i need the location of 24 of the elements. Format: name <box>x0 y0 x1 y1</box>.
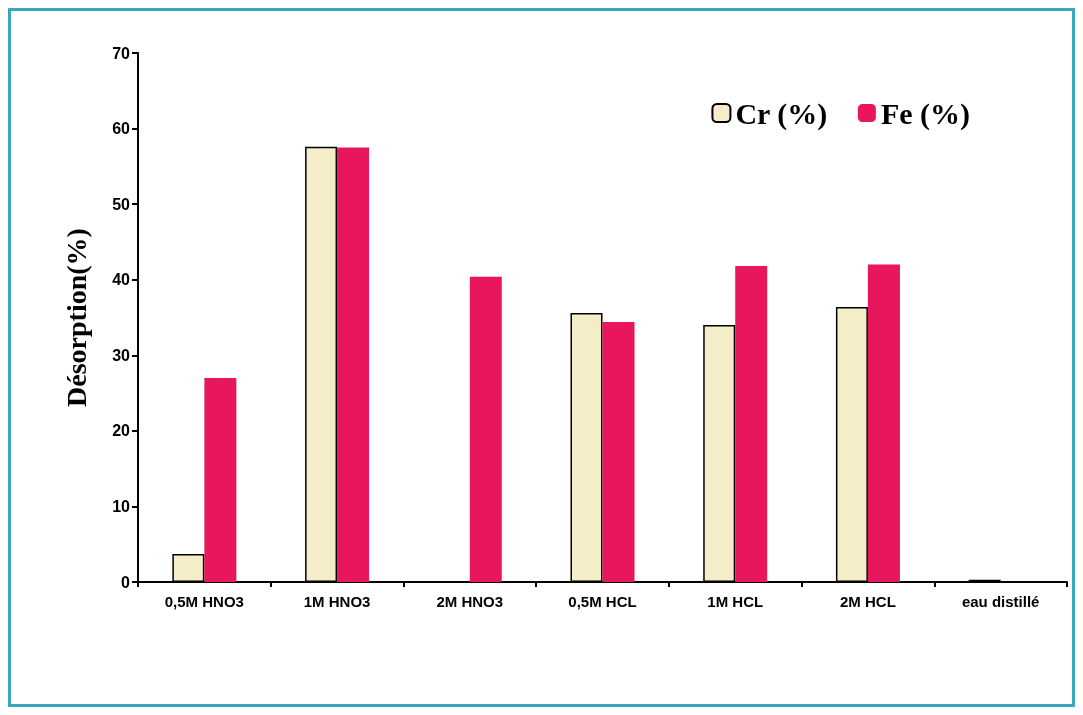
y-tick-label: 10 <box>112 497 131 515</box>
x-tick-label: 1M HNO3 <box>303 593 371 610</box>
bar <box>337 147 370 582</box>
bar <box>602 322 635 582</box>
y-tick-label: 60 <box>112 120 131 138</box>
bar <box>867 264 900 582</box>
bar <box>469 276 502 582</box>
x-tick-label: 2M HCL <box>840 593 896 610</box>
x-tick-label: 0,5M HNO3 <box>164 593 244 610</box>
y-tick-label: 70 <box>112 44 131 62</box>
y-tick-label: 30 <box>112 346 131 364</box>
bar <box>735 266 768 582</box>
y-axis-title: Désorption(%) <box>60 228 92 407</box>
x-tick-label: 1M HCL <box>707 593 764 610</box>
legend-label: Fe (%) <box>880 96 970 131</box>
y-tick-label: 40 <box>112 271 131 289</box>
y-tick-label: 20 <box>112 422 131 440</box>
bar <box>204 377 237 582</box>
x-tick-label: eau distillé <box>961 593 1040 610</box>
x-tick-label: 2M HNO3 <box>436 593 504 610</box>
x-tick-label: 0,5M HCL <box>568 593 637 610</box>
y-tick-label: 50 <box>112 195 131 213</box>
legend-label: Cr (%) <box>735 96 828 131</box>
y-tick-label: 0 <box>121 573 131 591</box>
